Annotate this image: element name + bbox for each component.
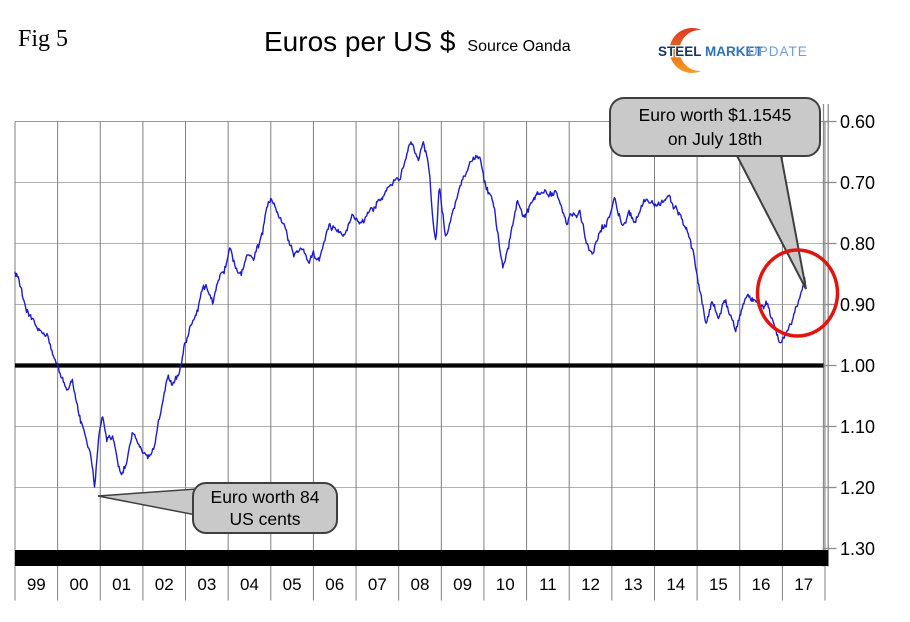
x-axis-label: 14 [666, 575, 685, 594]
y-axis-label: 0.90 [840, 295, 875, 315]
y-axis-label: 1.20 [840, 478, 875, 498]
figure-number: Fig 5 [18, 26, 69, 52]
callout-high-line2: on July 18th [668, 129, 762, 149]
logo-word-steel: STEEL [658, 44, 702, 59]
x-axis-label: 99 [27, 575, 46, 594]
callout-high-box [609, 97, 821, 157]
y-axis-label: 1.10 [840, 417, 875, 437]
bottom-bar [15, 550, 829, 566]
x-axis-label: 10 [496, 575, 515, 594]
logo-word-market: MARKET [705, 44, 763, 59]
callout-low-tail [97, 488, 197, 516]
y-axis-label: 0.80 [840, 234, 875, 254]
callout-high-tail [732, 149, 807, 290]
y-axis [15, 104, 837, 567]
x-axis-label: 05 [283, 575, 302, 594]
callout-low-line1: Euro worth 84 [211, 487, 320, 507]
x-axis-label: 04 [240, 575, 259, 594]
logo-word-update: UPDATE [748, 44, 808, 59]
y-axis-label: 0.70 [840, 173, 875, 193]
x-axis-label: 12 [581, 575, 600, 594]
y-axis-label: 1.00 [840, 356, 875, 376]
highlight-circle [755, 248, 840, 338]
y-axis-label: 0.60 [840, 112, 875, 132]
chart-title: Euros per US $ [264, 26, 456, 57]
chart-title-row: Euros per US $ Source Oanda [264, 26, 571, 58]
y-axis-label: 1.30 [840, 539, 875, 559]
x-axis-label: 03 [197, 575, 216, 594]
callout-high-line1: Euro worth $1.1545 [639, 105, 792, 125]
axis-labels: 99 00 01 02 03 04 05 06 07 08 09 10 11 12 13 14 15 16 17 0.… [27, 112, 875, 594]
x-axis-label: 15 [709, 575, 728, 594]
gridlines [14, 121, 826, 601]
x-axis-label: 01 [112, 575, 131, 594]
chart-source: Source Oanda [467, 38, 571, 55]
x-axis-label: 09 [453, 575, 472, 594]
x-axis-label: 02 [155, 575, 174, 594]
eur-per-usd-line [14, 141, 807, 488]
x-axis-label: 00 [69, 575, 88, 594]
x-axis-label: 13 [624, 575, 643, 594]
callout-low-box [192, 482, 338, 534]
callout-low-line2: US cents [230, 509, 301, 529]
x-axis-label: 11 [539, 575, 557, 594]
x-axis-label: 08 [411, 575, 430, 594]
series-group [14, 141, 807, 488]
x-axis-label: 17 [794, 575, 813, 594]
x-axis-label: 07 [368, 575, 387, 594]
logo-swoosh-icon [669, 28, 721, 73]
x-axis-label: 06 [325, 575, 344, 594]
steel-market-update-logo: STEEL MARKET UPDATE [648, 24, 818, 78]
x-axis-label: 16 [752, 575, 771, 594]
